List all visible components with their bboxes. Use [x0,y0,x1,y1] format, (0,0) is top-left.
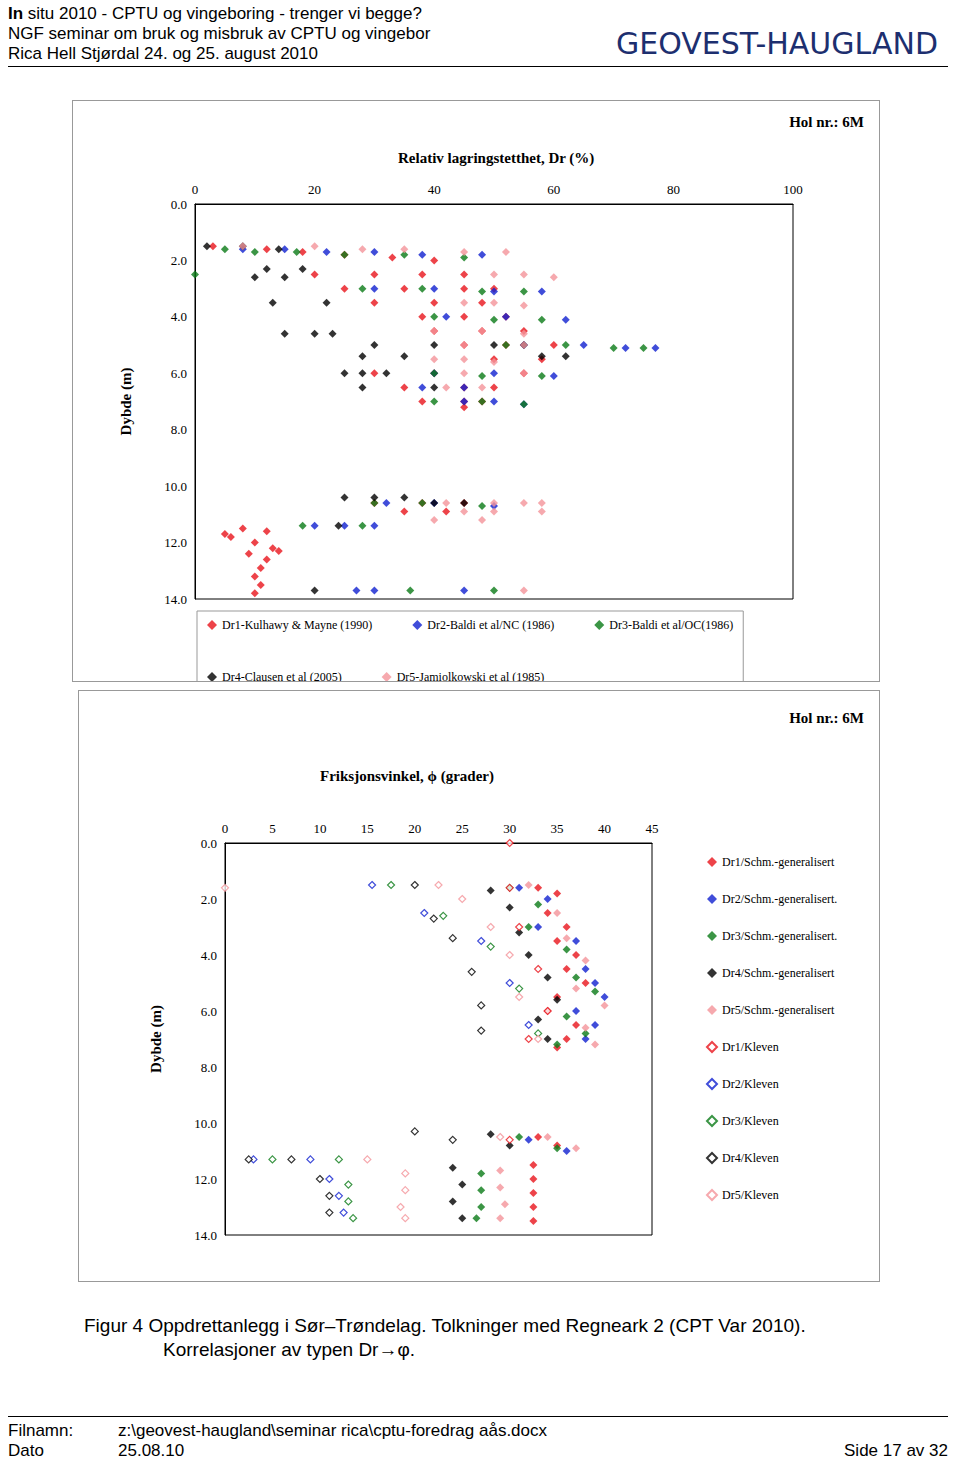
svg-text:20: 20 [408,821,421,836]
svg-text:8.0: 8.0 [171,422,187,437]
svg-text:Dr5-Jamiolkowski et al (1985): Dr5-Jamiolkowski et al (1985) [397,670,545,681]
svg-text:12.0: 12.0 [164,535,187,550]
svg-text:Dr2/Schm.-generalisert.: Dr2/Schm.-generalisert. [722,892,837,906]
html-text:In situ 2010 - CPTU og vingebo: In situ 2010 - CPTU og vingeboring - tre… [8,4,422,23]
svg-text:20: 20 [308,182,321,197]
svg-text:Dr5/Schm.-generalisert: Dr5/Schm.-generalisert [722,1003,835,1017]
svg-text:Dybde (m): Dybde (m) [118,368,135,436]
svg-text:0.0: 0.0 [201,836,217,851]
svg-text:2.0: 2.0 [201,892,217,907]
svg-text:4.0: 4.0 [201,948,217,963]
html-text:NGF seminar om bruk og misbruk: NGF seminar om bruk og misbruk av CPTU o… [8,24,431,43]
svg-text:6.0: 6.0 [201,1004,217,1019]
svg-text:100: 100 [783,182,803,197]
html-text:GEOVEST-HAUGLAND: GEOVEST-HAUGLAND [616,26,938,61]
html-text:25.08.10: 25.08.10 [118,1441,185,1460]
svg-text:Dr1-Kulhawy & Mayne (1990): Dr1-Kulhawy & Mayne (1990) [222,618,372,632]
svg-text:60: 60 [547,182,560,197]
html-text:Rica Hell Stjørdal 24. og 25.: Rica Hell Stjørdal 24. og 25. august 201… [8,44,318,63]
svg-text:Dr4-Clausen et al (2005): Dr4-Clausen et al (2005) [222,670,342,681]
svg-text:0.0: 0.0 [171,197,187,212]
html-text:Side 17 av 32: Side 17 av 32 [844,1441,948,1460]
svg-text:35: 35 [551,821,564,836]
html-text:Figur 4 Oppdrettanlegg i Sør–T: Figur 4 Oppdrettanlegg i Sør–Trøndelag. … [84,1315,806,1336]
svg-text:Dr1/Kleven: Dr1/Kleven [722,1040,779,1054]
html-text:Filnamn:: Filnamn: [8,1421,74,1440]
svg-text:14.0: 14.0 [164,592,187,607]
svg-text:14.0: 14.0 [194,1228,217,1243]
svg-text:Friksjonsvinkel, ϕ (grader): Friksjonsvinkel, ϕ (grader) [320,768,494,785]
svg-text:Dr4/Kleven: Dr4/Kleven [722,1151,779,1165]
svg-text:10: 10 [313,821,326,836]
svg-text:Hol nr.: 6M: Hol nr.: 6M [789,710,864,726]
svg-text:40: 40 [598,821,611,836]
svg-text:Dr4/Schm.-generalisert: Dr4/Schm.-generalisert [722,966,835,980]
svg-text:Relativ lagringstetthet, Dr (%: Relativ lagringstetthet, Dr (%) [398,150,594,167]
svg-text:10.0: 10.0 [164,479,187,494]
svg-text:Dybde (m): Dybde (m) [148,1005,165,1073]
svg-text:5: 5 [269,821,276,836]
svg-text:8.0: 8.0 [201,1060,217,1075]
svg-text:Dr2/Kleven: Dr2/Kleven [722,1077,779,1091]
svg-text:10.0: 10.0 [194,1116,217,1131]
html-text:Dato: Dato [8,1441,44,1460]
svg-text:Dr1/Schm.-generalisert: Dr1/Schm.-generalisert [722,855,835,869]
html-text:z:\geovest-haugland\seminar ri: z:\geovest-haugland\seminar rica\cptu-fo… [118,1421,547,1440]
svg-text:2.0: 2.0 [171,253,187,268]
svg-text:Dr2-Baldi et al/NC (1986): Dr2-Baldi et al/NC (1986) [427,618,554,632]
svg-text:25: 25 [456,821,469,836]
svg-text:45: 45 [646,821,659,836]
svg-text:Dr5/Kleven: Dr5/Kleven [722,1188,779,1202]
svg-text:Hol nr.: 6M: Hol nr.: 6M [789,114,864,130]
svg-text:6.0: 6.0 [171,366,187,381]
svg-text:80: 80 [667,182,680,197]
svg-text:Dr3-Baldi et al/OC(1986): Dr3-Baldi et al/OC(1986) [609,618,733,632]
svg-text:40: 40 [428,182,441,197]
svg-text:0: 0 [222,821,229,836]
svg-text:12.0: 12.0 [194,1172,217,1187]
svg-text:0: 0 [192,182,199,197]
svg-text:4.0: 4.0 [171,309,187,324]
svg-text:15: 15 [361,821,374,836]
svg-text:Dr3/Kleven: Dr3/Kleven [722,1114,779,1128]
html-text:Korrelasjoner av typen Dr→φ.: Korrelasjoner av typen Dr→φ. [163,1339,415,1360]
svg-text:30: 30 [503,821,516,836]
svg-text:Dr3/Schm.-generalisert.: Dr3/Schm.-generalisert. [722,929,837,943]
